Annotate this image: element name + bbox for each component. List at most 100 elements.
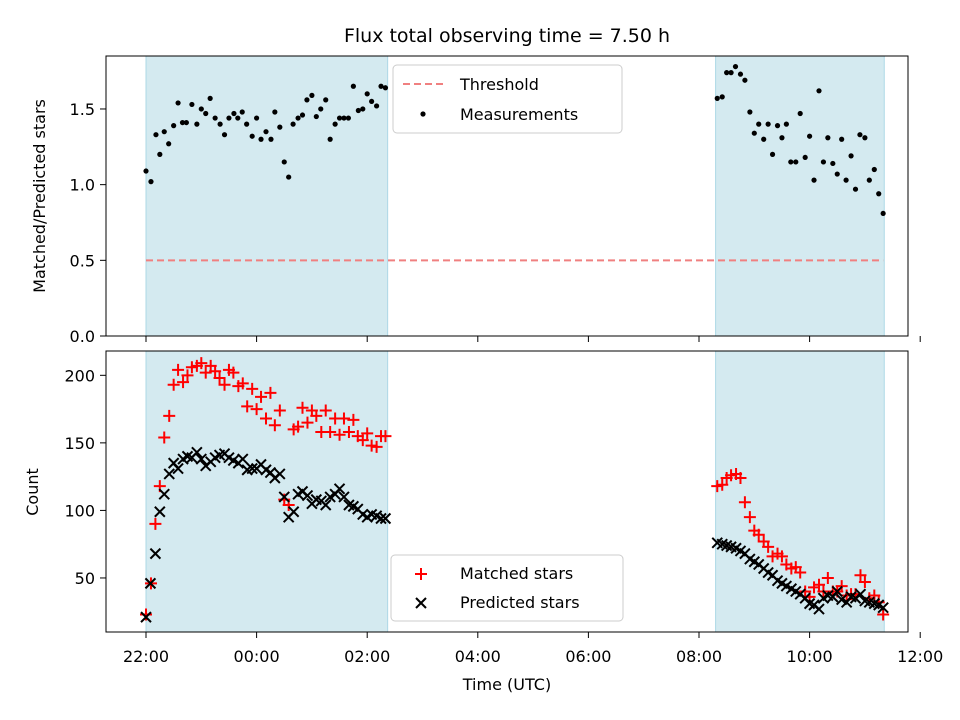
y-tick-label: 0.5 (70, 251, 95, 270)
measurement-point (171, 123, 177, 129)
measurement-point (166, 141, 172, 147)
measurement-point (765, 121, 771, 127)
matched-star-point (246, 382, 259, 395)
predicted-star-point (140, 611, 152, 623)
measurement-point (779, 135, 785, 141)
measurement-point (378, 83, 384, 89)
matched-star-point (149, 517, 162, 530)
matched-star-point (268, 419, 281, 432)
ratio-panel: 0.0 0.5 1.0 1.5 Flux total observing time =… (30, 25, 921, 346)
predicted-star-point (154, 506, 166, 518)
count-panel: 50 100 150 200 22:00 00:00 02:00 04:00 06:00 08:… (23, 350, 943, 694)
measurement-point (161, 129, 167, 135)
measurement-point (834, 171, 840, 177)
measurement-point (811, 177, 817, 183)
measurement-point (728, 70, 734, 76)
x-tick-label: 08:00 (676, 647, 722, 666)
matched-star-point (319, 404, 332, 417)
legend-matched-label: Matched stars (460, 564, 573, 583)
measurement-point (839, 136, 845, 142)
measurement-point (295, 115, 301, 121)
measurement-point (880, 210, 886, 217)
predicted-star-point (831, 585, 843, 598)
measurement-point (714, 95, 720, 101)
measurement-point (235, 115, 241, 121)
matched-star-point (264, 386, 277, 399)
matched-star-point (158, 431, 171, 444)
predicted-star-point (320, 499, 332, 511)
measurement-point (263, 129, 269, 135)
predicted-star-point (338, 491, 350, 503)
matched-star-point (209, 365, 222, 378)
matched-star-point (379, 430, 392, 443)
legend-matched-swatch (415, 568, 427, 580)
matched-star-point (241, 400, 254, 413)
legend-predicted-label: Predicted stars (460, 593, 580, 612)
predicted-star-point (191, 446, 203, 459)
measurement-point (360, 106, 366, 112)
measurement-point (254, 115, 260, 121)
legend-threshold-label: Threshold (459, 75, 539, 94)
matched-star-point (813, 578, 826, 591)
x-tick-label: 22:00 (123, 647, 169, 666)
observing-window-span (145, 55, 389, 337)
measurement-point (323, 97, 329, 103)
predicted-star-point (379, 512, 392, 525)
matched-star-point (361, 427, 374, 440)
predicted-star-point (375, 512, 387, 525)
matched-star-point (342, 426, 355, 439)
measurement-point (148, 179, 154, 185)
measurement-point (194, 121, 200, 127)
measurement-point (364, 91, 370, 97)
y-tick-label: 0.0 (70, 327, 95, 346)
measurement-point (350, 83, 356, 89)
matched-star-point (181, 369, 194, 382)
observing-window-span (715, 55, 885, 337)
measurement-point (737, 71, 744, 77)
matched-star-point (752, 528, 765, 541)
measurement-point (719, 94, 725, 100)
measurement-point (189, 101, 195, 108)
count-y-axis-label: Count (23, 468, 42, 516)
measurement-point (797, 110, 803, 117)
legend-measurements-label: Measurements (460, 105, 578, 124)
matched-star-point (794, 566, 807, 579)
measurement-point (221, 132, 228, 138)
predicted-star-point (274, 468, 286, 480)
count-panel-frame (105, 350, 909, 633)
matched-star-point (762, 540, 775, 553)
predicted-star-point (144, 577, 157, 590)
measurement-point (226, 115, 232, 121)
matched-star-point (199, 366, 212, 379)
predicted-star-point (246, 462, 258, 475)
measurement-point (830, 160, 836, 167)
measurement-point (286, 174, 292, 180)
measurement-point (309, 92, 315, 98)
measurement-point (304, 97, 310, 103)
ratio-y-ticks: 0.0 0.5 1.0 1.5 (70, 100, 106, 346)
y-tick-label: 1.5 (70, 100, 95, 119)
measurement-point (825, 135, 831, 141)
measurement-point (157, 151, 163, 157)
ratio-legend: Threshold Measurements (392, 64, 623, 134)
measurement-point (724, 70, 730, 76)
measurement-point (816, 88, 822, 94)
predicted-star-point (278, 491, 290, 503)
measurement-point (732, 63, 739, 70)
measurement-point (299, 112, 306, 118)
measurement-point (876, 191, 882, 197)
measurement-point (843, 177, 849, 183)
measurement-point (143, 168, 149, 174)
y-tick-label: 1.0 (70, 176, 95, 195)
predicted-star-point (813, 603, 825, 615)
predicted-star-point (149, 547, 162, 560)
measurement-point (852, 186, 859, 192)
measurement-point (175, 100, 181, 106)
ratio-panel-frame (105, 55, 909, 337)
predicted-star-point (158, 488, 170, 500)
measurement-point (179, 119, 186, 126)
x-tick-label: 04:00 (455, 647, 501, 666)
matched-star-point (195, 357, 208, 370)
matched-star-point (333, 428, 346, 441)
